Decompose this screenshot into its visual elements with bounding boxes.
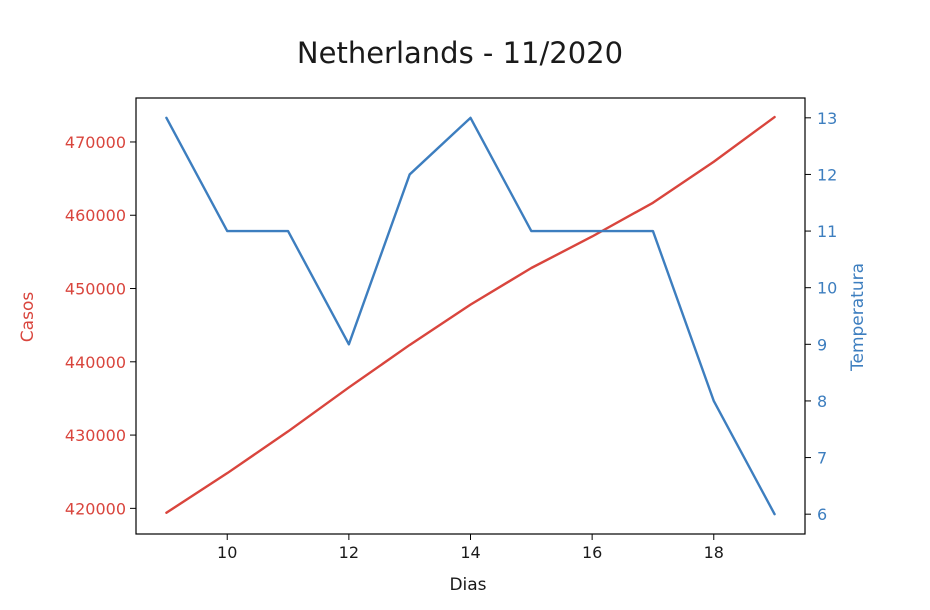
left-y-axis-label: Casos — [18, 292, 38, 343]
plot-frame — [135, 97, 806, 535]
series-line-temperatura — [165, 116, 776, 516]
left-y-tick-label: 430000 — [65, 426, 126, 445]
left-y-tick-label: 470000 — [65, 133, 126, 152]
plot-layer: 10 12 14 16 18 420000 430000 440000 450000 460000… — [65, 97, 837, 562]
x-tick-label: 14 — [460, 543, 480, 562]
series-line-casos — [165, 115, 776, 514]
right-y-tick-label: 12 — [817, 165, 837, 184]
right-y-axis-label: Temperatura — [848, 263, 868, 372]
right-y-tick-label: 6 — [817, 505, 827, 524]
right-y-tick-label: 11 — [817, 222, 837, 241]
left-y-tick-label: 460000 — [65, 206, 126, 225]
right-y-tick-label: 7 — [817, 449, 827, 468]
right-y-tick-label: 13 — [817, 109, 837, 128]
chart-title: Netherlands - 11/2020 — [297, 36, 623, 70]
x-tick-label: 18 — [704, 543, 724, 562]
right-y-tick-label: 9 — [817, 335, 827, 354]
left-y-tick-label: 440000 — [65, 353, 126, 372]
x-tick-label: 16 — [582, 543, 602, 562]
left-y-tick-label: 420000 — [65, 499, 126, 518]
right-y-tick-label: 10 — [817, 279, 837, 298]
x-axis-label: Dias — [449, 575, 486, 595]
left-y-tick-label: 450000 — [65, 280, 126, 299]
x-tick-label: 12 — [339, 543, 359, 562]
right-y-tick-label: 8 — [817, 392, 827, 411]
x-tick-label: 10 — [217, 543, 237, 562]
